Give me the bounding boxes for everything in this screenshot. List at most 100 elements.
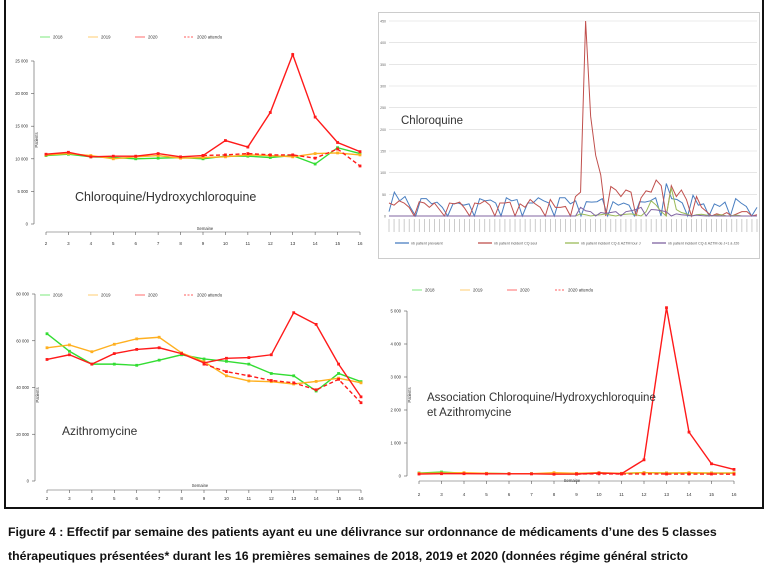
series-line-2020-attendu — [203, 363, 362, 404]
x-tick-label: 11 — [247, 496, 252, 501]
x-tick-label: 10 — [224, 496, 230, 501]
data-point — [336, 147, 339, 151]
data-point — [247, 374, 251, 378]
series-line-2020 — [45, 52, 361, 158]
data-point — [67, 150, 70, 154]
data-point — [224, 139, 227, 142]
x-tick-label: 16 — [358, 496, 364, 501]
data-point — [620, 472, 623, 476]
chart-title-line-2: et Azithromycine — [427, 407, 511, 419]
data-point — [135, 347, 139, 351]
x-tick-label: 13 — [290, 241, 296, 246]
chart-title: Azithromycine — [62, 424, 138, 438]
y-tick-label: 100 — [380, 171, 386, 175]
data-point — [665, 306, 668, 310]
y-tick-label: 1 000 — [391, 441, 402, 446]
data-point — [202, 357, 206, 361]
legend-label: nb patient prévalent — [411, 241, 443, 245]
data-point — [291, 155, 295, 159]
y-tick-label: 5 000 — [18, 189, 29, 194]
y-tick-label: 5 000 — [391, 309, 402, 314]
x-tick-label: 13 — [664, 492, 670, 497]
data-point — [134, 157, 138, 161]
data-point — [313, 162, 317, 166]
data-point — [112, 342, 116, 346]
data-point — [291, 53, 295, 56]
x-tick-label: 5 — [112, 241, 115, 246]
data-point — [156, 152, 160, 155]
data-point — [291, 153, 295, 157]
data-point — [337, 362, 340, 366]
legend-label: 2018 — [425, 288, 435, 293]
data-point — [732, 468, 736, 471]
data-point — [358, 150, 362, 154]
legend-label: 2019 — [101, 293, 111, 298]
y-tick-label: 2 000 — [391, 408, 402, 413]
data-point — [201, 154, 205, 157]
y-tick-label: 3 000 — [391, 375, 402, 380]
data-point — [292, 381, 296, 385]
figure-caption-line-1: Figure 4 : Effectif par semaine des pati… — [8, 525, 717, 539]
x-tick-label: 7 — [530, 492, 533, 497]
y-tick-label: 20 000 — [16, 432, 29, 437]
x-tick-label: 9 — [203, 496, 206, 501]
data-point — [179, 155, 182, 159]
x-tick-label: 15 — [336, 496, 342, 501]
legend-label: 2019 — [101, 35, 111, 40]
legend-label: 2020 — [520, 288, 530, 293]
y-tick-label: 300 — [380, 85, 386, 89]
data-point — [202, 362, 206, 366]
data-point — [268, 156, 272, 159]
x-tick-label: 6 — [135, 496, 138, 501]
data-point — [417, 472, 421, 476]
data-point — [269, 379, 273, 382]
y-tick-label: 80 000 — [16, 292, 29, 297]
data-point — [552, 472, 556, 476]
x-tick-label: 14 — [313, 241, 319, 246]
series-line-2020 — [46, 311, 362, 398]
series-line-2020-attendu — [202, 148, 361, 167]
data-point — [642, 472, 646, 476]
data-point — [292, 374, 296, 378]
y-tick-label: 350 — [380, 63, 386, 67]
data-point — [642, 458, 646, 462]
data-point — [68, 353, 71, 357]
data-point — [68, 343, 71, 347]
x-tick-label: 2 — [45, 241, 48, 246]
data-point — [359, 381, 363, 385]
x-tick-label: 14 — [314, 496, 320, 501]
legend-label: nb patient incident CQ seul — [494, 241, 537, 245]
data-point — [359, 401, 363, 405]
x-tick-label: 16 — [731, 492, 737, 497]
y-tick-label: 400 — [380, 41, 386, 45]
y-tick-label: 40 000 — [16, 385, 29, 390]
data-point — [462, 472, 466, 476]
legend-label: 2018 — [53, 35, 63, 40]
legend-label: 2020 — [148, 35, 158, 40]
y-tick-label: 0 — [384, 215, 386, 219]
figure-frame — [4, 0, 764, 509]
data-point — [157, 358, 161, 362]
data-point — [201, 156, 205, 159]
chart-title: Chloroquine/Hydroxychloroquine — [75, 190, 256, 204]
data-point — [225, 370, 228, 374]
x-tick-label: 7 — [158, 496, 161, 501]
x-axis-label: Semaine — [192, 483, 209, 488]
x-tick-label: 5 — [485, 492, 488, 497]
data-point — [111, 157, 115, 161]
y-tick-label: 200 — [380, 128, 386, 132]
data-point — [268, 153, 272, 157]
data-point — [269, 372, 273, 375]
x-tick-label: 8 — [180, 496, 183, 501]
data-point — [45, 332, 49, 336]
x-tick-label: 4 — [91, 496, 94, 501]
x-tick-label: 4 — [90, 241, 93, 246]
y-axis-label: Patients — [407, 387, 412, 402]
x-tick-label: 6 — [134, 241, 137, 246]
data-point — [313, 115, 317, 119]
data-point — [157, 346, 161, 350]
x-tick-label: 2 — [46, 496, 49, 501]
figure-caption-line-2: thérapeutiques présentées* durant les 16… — [8, 549, 689, 563]
data-point — [156, 154, 160, 157]
